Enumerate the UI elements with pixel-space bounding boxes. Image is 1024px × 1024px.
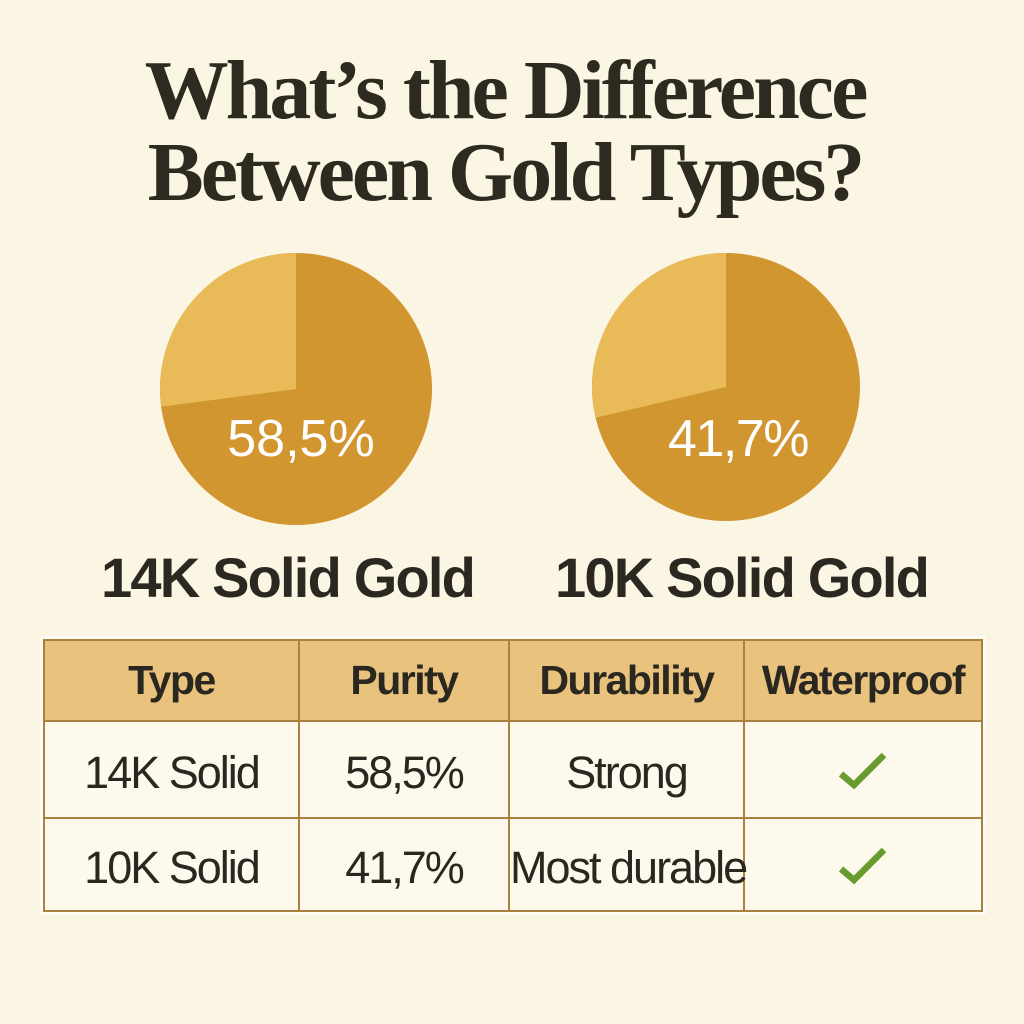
svg-text:41,7%: 41,7% — [668, 410, 808, 468]
svg-text:58,5%: 58,5% — [227, 410, 374, 468]
